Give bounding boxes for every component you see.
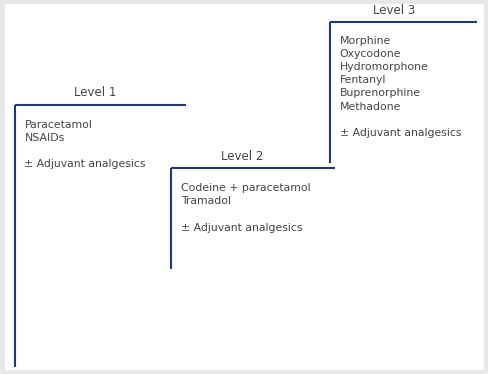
Text: Level 1: Level 1 xyxy=(74,86,116,99)
Text: Paracetamol
NSAIDs

± Adjuvant analgesics: Paracetamol NSAIDs ± Adjuvant analgesics xyxy=(24,120,145,169)
Text: Level 2: Level 2 xyxy=(221,150,263,163)
Text: Level 3: Level 3 xyxy=(372,4,414,17)
Text: Morphine
Oxycodone
Hydromorphone
Fentanyl
Buprenorphine
Methadone

± Adjuvant an: Morphine Oxycodone Hydromorphone Fentany… xyxy=(339,36,460,138)
Text: Codeine + paracetamol
Tramadol

± Adjuvant analgesics: Codeine + paracetamol Tramadol ± Adjuvan… xyxy=(181,183,310,233)
